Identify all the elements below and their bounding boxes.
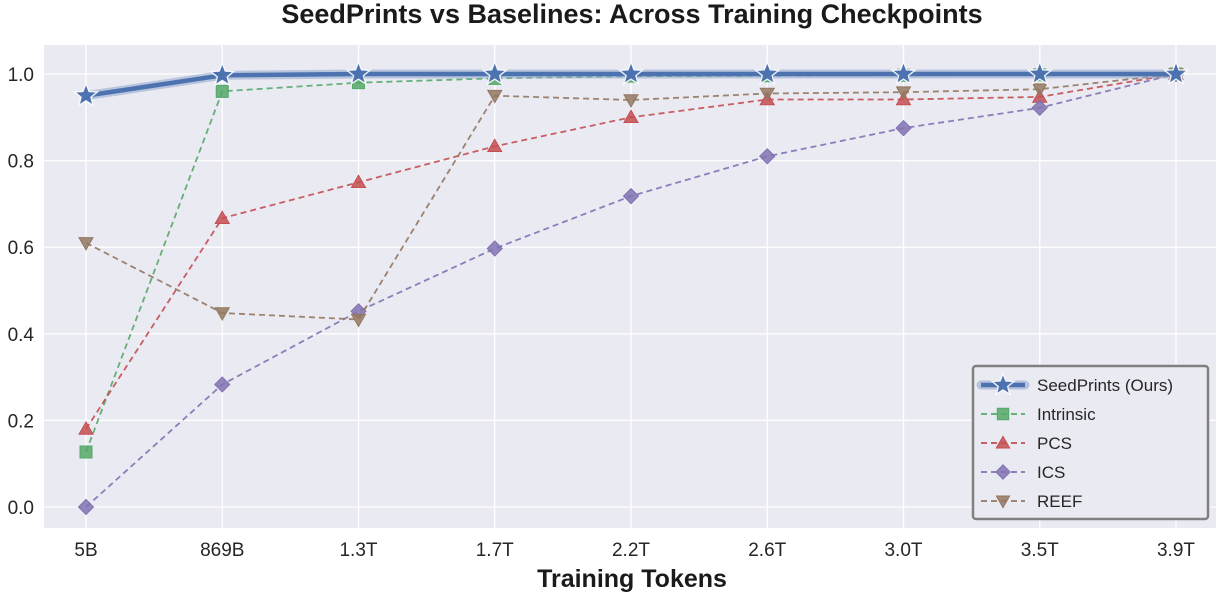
x-axis-label: Training Tokens bbox=[537, 565, 727, 593]
legend-box bbox=[971, 364, 1210, 521]
legend: SeedPrints (Ours) Intrinsic PCS ICS REEF bbox=[971, 364, 1210, 521]
data-point-star bbox=[481, 60, 508, 86]
x-tick-label: 2.2T bbox=[612, 540, 650, 561]
x-tick-label: 3.5T bbox=[1021, 540, 1059, 561]
x-tick-label: 869B bbox=[200, 540, 244, 561]
y-tick-label: 0.6 bbox=[8, 238, 34, 259]
data-point-triangle-down bbox=[995, 495, 1011, 509]
data-point-triangle-up bbox=[78, 421, 94, 435]
data-point-diamond bbox=[214, 376, 231, 393]
data-point-diamond bbox=[759, 148, 776, 165]
data-point-triangle-up bbox=[486, 138, 503, 153]
data-point-star bbox=[990, 371, 1016, 396]
x-tick-label: 2.6T bbox=[748, 540, 786, 561]
legend-item: Intrinsic bbox=[981, 405, 1096, 424]
y-tick-label: 0.8 bbox=[8, 152, 34, 173]
legend-label: SeedPrints (Ours) bbox=[1037, 376, 1173, 395]
chart-title: SeedPrints vs Baselines: Across Training… bbox=[281, 0, 982, 29]
data-point-triangle-up bbox=[350, 174, 367, 188]
series-reef bbox=[78, 68, 1184, 328]
data-point-star bbox=[345, 60, 372, 86]
legend-item: ICS bbox=[981, 463, 1065, 482]
data-point-triangle-down bbox=[486, 89, 503, 104]
x-tick-label: 1.3T bbox=[339, 540, 377, 561]
data-point-triangle-down bbox=[78, 237, 94, 251]
legend-item: PCS bbox=[981, 434, 1072, 453]
series-line bbox=[85, 73, 1177, 321]
legend-label: ICS bbox=[1037, 463, 1065, 482]
data-point-star bbox=[1162, 60, 1190, 86]
data-point-triangle-up bbox=[623, 109, 639, 124]
data-point-square bbox=[79, 445, 93, 459]
x-tick-label: 3.0T bbox=[884, 540, 922, 561]
data-point-star bbox=[890, 60, 917, 86]
data-point-triangle-up bbox=[214, 210, 231, 224]
series-seedprints-ours bbox=[72, 60, 1190, 107]
plot-area: 0.0 0.2 0.4 0.6 0.8 1.0 5B 869B 1.3T 1.7T 2.2T 2.6T… bbox=[8, 45, 1216, 561]
data-point-diamond bbox=[486, 240, 503, 257]
data-point-triangle-down bbox=[350, 313, 367, 328]
data-point-diamond bbox=[622, 187, 640, 205]
y-tick-label: 0.0 bbox=[8, 498, 34, 519]
legend-label: PCS bbox=[1037, 434, 1072, 453]
data-point-triangle-down bbox=[759, 87, 776, 102]
data-point-triangle-down bbox=[895, 86, 912, 101]
x-tick-label: 3.9T bbox=[1157, 540, 1195, 561]
x-tick-label: 5B bbox=[74, 540, 97, 561]
data-point-star bbox=[72, 81, 100, 107]
x-tick-label: 1.7T bbox=[476, 540, 514, 561]
data-point-square bbox=[996, 407, 1010, 421]
data-point-triangle-down bbox=[214, 307, 231, 322]
y-tick-label: 0.2 bbox=[8, 411, 34, 432]
legend-label: Intrinsic bbox=[1037, 405, 1096, 424]
data-point-diamond bbox=[995, 464, 1011, 480]
data-point-diamond bbox=[77, 498, 95, 516]
data-point-diamond bbox=[895, 119, 912, 137]
data-point-diamond bbox=[1031, 99, 1048, 116]
data-point-triangle-down bbox=[1031, 83, 1048, 98]
data-point-star bbox=[617, 60, 645, 86]
data-point-triangle-up bbox=[995, 435, 1011, 449]
data-point-triangle-down bbox=[623, 94, 639, 108]
data-point-star bbox=[754, 60, 781, 86]
legend-label: REEF bbox=[1037, 492, 1082, 511]
y-tick-label: 1.0 bbox=[8, 65, 34, 86]
data-point-square bbox=[215, 84, 229, 98]
legend-item: REEF bbox=[981, 492, 1082, 511]
data-point-star bbox=[1026, 60, 1053, 86]
legend-item: SeedPrints (Ours) bbox=[976, 371, 1173, 396]
data-point-star bbox=[209, 61, 236, 87]
y-tick-label: 0.4 bbox=[8, 325, 35, 346]
